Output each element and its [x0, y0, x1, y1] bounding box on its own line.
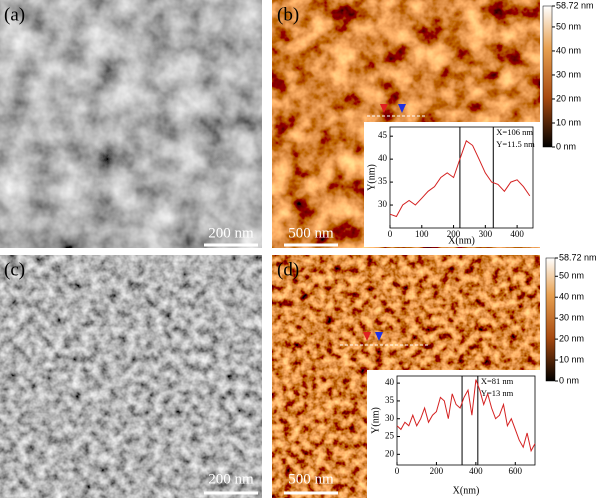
x-tick-label: 600 — [509, 466, 523, 476]
annotation: Y=13 nm — [481, 388, 514, 398]
plot-frame — [396, 375, 536, 466]
x-tick-label: 300 — [479, 229, 493, 239]
colorbar-label: 20 nm — [559, 333, 584, 343]
marker — [398, 104, 406, 113]
y-axis-label: Y(nm) — [370, 407, 381, 434]
x-tick-label: 200 — [447, 229, 461, 239]
annotation: Y=11.5 nm — [496, 139, 535, 149]
plot-frame — [389, 126, 534, 229]
scale-bar-label: 500 nm — [288, 471, 334, 487]
colorbar-label: 58.72 nm — [559, 252, 597, 262]
colorbar-label: 30 nm — [559, 313, 584, 323]
inset-background — [364, 122, 540, 247]
x-tick-label: 100 — [415, 229, 429, 239]
colorbar-label: 40 nm — [556, 45, 581, 55]
x-axis-label: X(nm) — [448, 235, 475, 246]
colorbar-label: 10 nm — [556, 117, 581, 127]
sem-image — [0, 255, 262, 498]
panel-label: (b) — [277, 4, 299, 25]
colorbar-label: 50 nm — [559, 271, 584, 281]
y-tick-label: 40 — [385, 377, 395, 387]
colorbar-label: 0 nm — [559, 375, 579, 385]
scale-bar-label: 200 nm — [208, 471, 254, 487]
scale-bar-label: 200 nm — [208, 225, 254, 241]
x-tick-label: 400 — [510, 229, 524, 239]
colorbar-label: 40 nm — [559, 292, 584, 302]
panel-label: (d) — [277, 259, 299, 280]
colorbar-label: 0 nm — [556, 141, 576, 151]
scale-bar-label: 500 nm — [288, 225, 334, 241]
colorbar-label: 20 nm — [556, 93, 581, 103]
colorbar-label: 30 nm — [556, 69, 581, 79]
y-tick-label: 35 — [385, 395, 395, 405]
sem-image — [0, 0, 262, 248]
inset-background — [367, 370, 540, 498]
marker — [363, 332, 371, 341]
data-line — [396, 379, 536, 453]
annotation: X=106 nm — [496, 127, 533, 137]
marker — [375, 332, 383, 341]
colorbar — [542, 5, 553, 148]
data-line — [389, 139, 531, 218]
panel-label: (c) — [4, 259, 25, 280]
colorbar-label: 10 nm — [559, 354, 584, 364]
colorbar-label: 58.72 nm — [556, 0, 594, 10]
colorbar — [545, 257, 556, 382]
x-axis-label: X(nm) — [453, 485, 480, 496]
y-tick-label: 45 — [378, 130, 388, 140]
x-tick-label: 0 — [395, 466, 400, 476]
marker — [380, 104, 388, 113]
y-tick-label: 30 — [378, 199, 388, 209]
y-tick-label: 25 — [385, 431, 395, 441]
y-tick-label: 30 — [385, 413, 395, 423]
y-tick-label: 20 — [385, 448, 395, 458]
x-tick-label: 200 — [430, 466, 444, 476]
annotation: X=81 nm — [481, 376, 514, 386]
x-tick-label: 0 — [388, 229, 393, 239]
y-tick-label: 40 — [378, 153, 388, 163]
y-tick-label: 35 — [378, 176, 388, 186]
panel-label: (a) — [4, 4, 25, 25]
colorbar-label: 50 nm — [556, 21, 581, 31]
x-tick-label: 400 — [469, 466, 483, 476]
y-axis-label: Y(nm) — [366, 164, 377, 191]
